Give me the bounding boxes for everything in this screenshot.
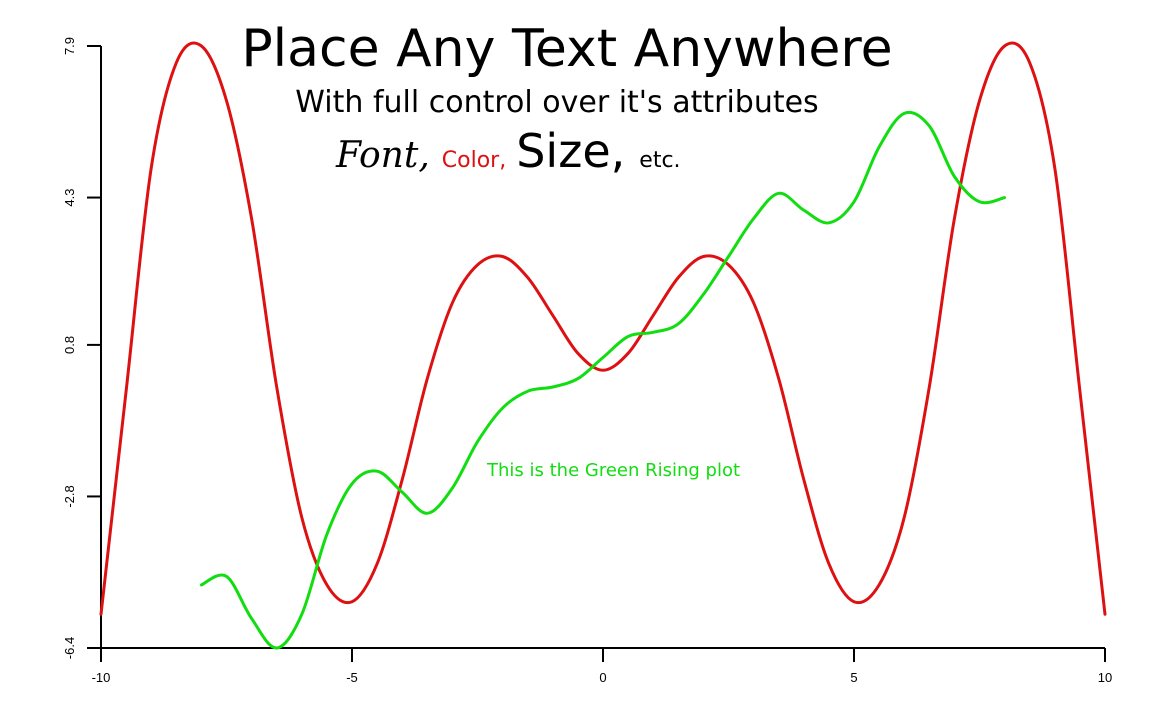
styled-text-line: Font, Color, Size, etc. — [335, 124, 681, 178]
styled-text-size: Size, — [516, 124, 625, 178]
y-tick-label: -6.4 — [62, 637, 77, 659]
x-tick-label: 10 — [1098, 670, 1112, 685]
x-tick-label: 0 — [599, 670, 606, 685]
x-tick-label: -5 — [346, 670, 358, 685]
y-tick-label: -2.8 — [62, 485, 77, 507]
series-line-green — [199, 110, 1007, 650]
styled-text-font: Font, — [335, 135, 430, 176]
y-tick-label: 0.8 — [62, 336, 77, 354]
series-line-red — [99, 41, 1107, 616]
axes: -10 -5 0 5 10 -6.4 -2.8 0.8 4.3 7.9 — [62, 37, 1112, 685]
series-layer — [99, 41, 1107, 650]
x-tick-label: 5 — [850, 670, 857, 685]
annotation-green-plot: This is the Green Rising plot — [486, 460, 740, 481]
chart-title: Place Any Text Anywhere — [241, 19, 892, 79]
x-tick-label: -10 — [92, 670, 111, 685]
y-tick-label: 7.9 — [62, 37, 77, 55]
chart-subtitle: With full control over it's attributes — [295, 85, 818, 120]
styled-text-color: Color, — [442, 148, 506, 173]
styled-text-etc: etc. — [639, 148, 680, 173]
y-tick-label: 4.3 — [62, 189, 77, 207]
